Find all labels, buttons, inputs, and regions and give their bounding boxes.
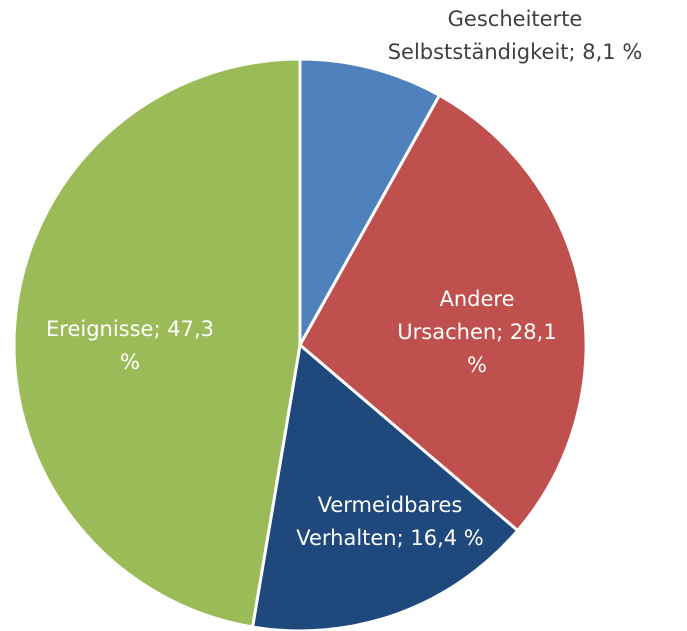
- slice-label: Ursachen; 28,1: [397, 320, 556, 344]
- slice-label: %: [120, 350, 140, 374]
- slice-label: %: [467, 353, 487, 377]
- slice-label: Verhalten; 16,4 %: [296, 526, 484, 550]
- pie-slice: [298, 93, 588, 533]
- slice-label: Vermeidbares: [318, 493, 463, 517]
- pie-slice: [250, 342, 520, 631]
- slice-label: Gescheiterte: [448, 7, 583, 31]
- slice-label: Ereignisse; 47,3: [46, 317, 214, 341]
- pie-slice: [12, 57, 302, 629]
- slice-label: Selbstständigkeit; 8,1 %: [388, 40, 643, 64]
- slice-label: Andere: [439, 287, 514, 311]
- pie-slice: [298, 57, 442, 351]
